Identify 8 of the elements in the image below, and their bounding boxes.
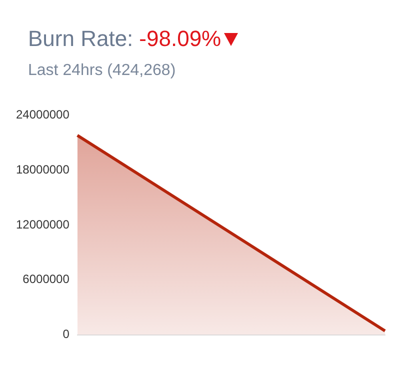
chart-title: Burn Rate: [28,26,134,52]
y-tick-label: 12000000 [16,217,70,232]
y-tick-label: 0 [62,327,70,342]
y-tick-label: 18000000 [16,162,70,176]
chart-subtitle: Last 24hrs (424,268) [27,62,177,80]
text: -98.09% [139,26,222,52]
y-tick-label: 24000000 [16,108,70,122]
y-tick-label: 6000000 [22,272,70,286]
